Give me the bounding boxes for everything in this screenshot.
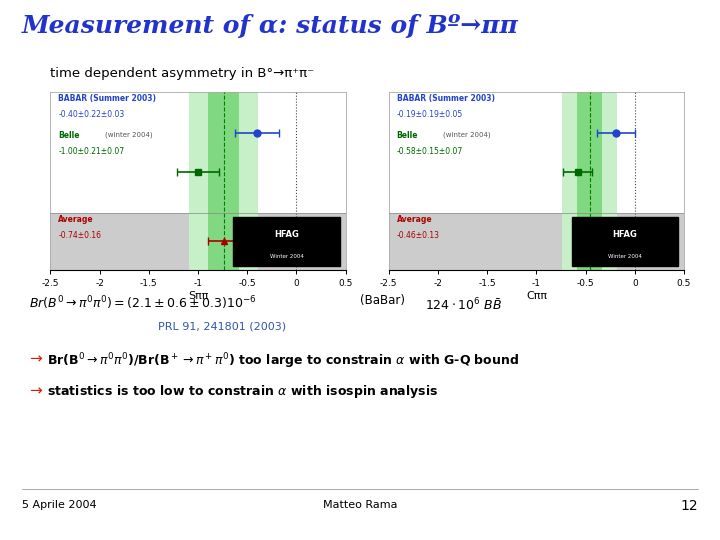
Bar (233, 217, 340, 266)
Text: (winter 2004): (winter 2004) (443, 131, 490, 138)
Text: Average: Average (397, 215, 432, 224)
Text: -0.58±0.15±0.07: -0.58±0.15±0.07 (397, 147, 463, 156)
Text: -0.40±0.22±0.03: -0.40±0.22±0.03 (58, 110, 125, 119)
Text: BABAR (Summer 2003): BABAR (Summer 2003) (397, 93, 495, 103)
Text: -0.19±0.19±0.05: -0.19±0.19±0.05 (397, 110, 463, 119)
X-axis label: Sππ: Sππ (188, 291, 208, 301)
Bar (389, 213, 684, 270)
Text: PRL 91, 241801 (2003): PRL 91, 241801 (2003) (158, 321, 287, 332)
Text: HFAG: HFAG (274, 230, 299, 239)
Text: 12: 12 (681, 500, 698, 514)
Text: HFAG: HFAG (613, 230, 637, 239)
Text: BABAR (Summer 2003): BABAR (Summer 2003) (58, 93, 156, 103)
Bar (189, 92, 258, 270)
Text: (winter 2004): (winter 2004) (104, 131, 152, 138)
Text: Average: Average (58, 215, 94, 224)
Text: statistics is too low to constrain $\alpha$ with isospin analysis: statistics is too low to constrain $\alp… (47, 383, 438, 400)
Text: →: → (29, 351, 42, 366)
Text: -1.00±0.21±0.07: -1.00±0.21±0.07 (58, 147, 125, 156)
Text: Belle: Belle (58, 131, 80, 140)
Text: Matteo Rama: Matteo Rama (323, 500, 397, 510)
Text: Winter 2004: Winter 2004 (269, 254, 304, 259)
Bar (572, 217, 678, 266)
Text: Measurement of α: status of Bº→ππ: Measurement of α: status of Bº→ππ (22, 14, 518, 37)
X-axis label: Cππ: Cππ (526, 291, 547, 301)
Text: $Br(B^0 \rightarrow \pi^0\pi^0) = (2.1\pm0.6\pm0.3)10^{-6}$: $Br(B^0 \rightarrow \pi^0\pi^0) = (2.1\p… (29, 294, 257, 312)
Text: (BaBar): (BaBar) (360, 294, 405, 307)
Text: time dependent asymmetry in B°→π⁺π⁻: time dependent asymmetry in B°→π⁺π⁻ (50, 68, 315, 80)
Text: 5 Aprile 2004: 5 Aprile 2004 (22, 500, 96, 510)
Text: Winter 2004: Winter 2004 (608, 254, 642, 259)
Text: →: → (29, 383, 42, 399)
Text: $124\cdot10^6\ B\bar{B}$: $124\cdot10^6\ B\bar{B}$ (425, 297, 502, 313)
Text: -0.74±0.16: -0.74±0.16 (58, 231, 102, 240)
Text: Belle: Belle (397, 131, 418, 140)
Bar (577, 92, 603, 270)
Text: -0.46±0.13: -0.46±0.13 (397, 231, 440, 240)
Bar (562, 92, 617, 270)
Bar (50, 213, 346, 270)
Bar (208, 92, 239, 270)
Text: Br(B$^0$$\rightarrow$$\pi^0\pi^0$)/Br(B$^+$$\rightarrow$$\pi^+\pi^0$) too large : Br(B$^0$$\rightarrow$$\pi^0\pi^0$)/Br(B$… (47, 351, 519, 370)
